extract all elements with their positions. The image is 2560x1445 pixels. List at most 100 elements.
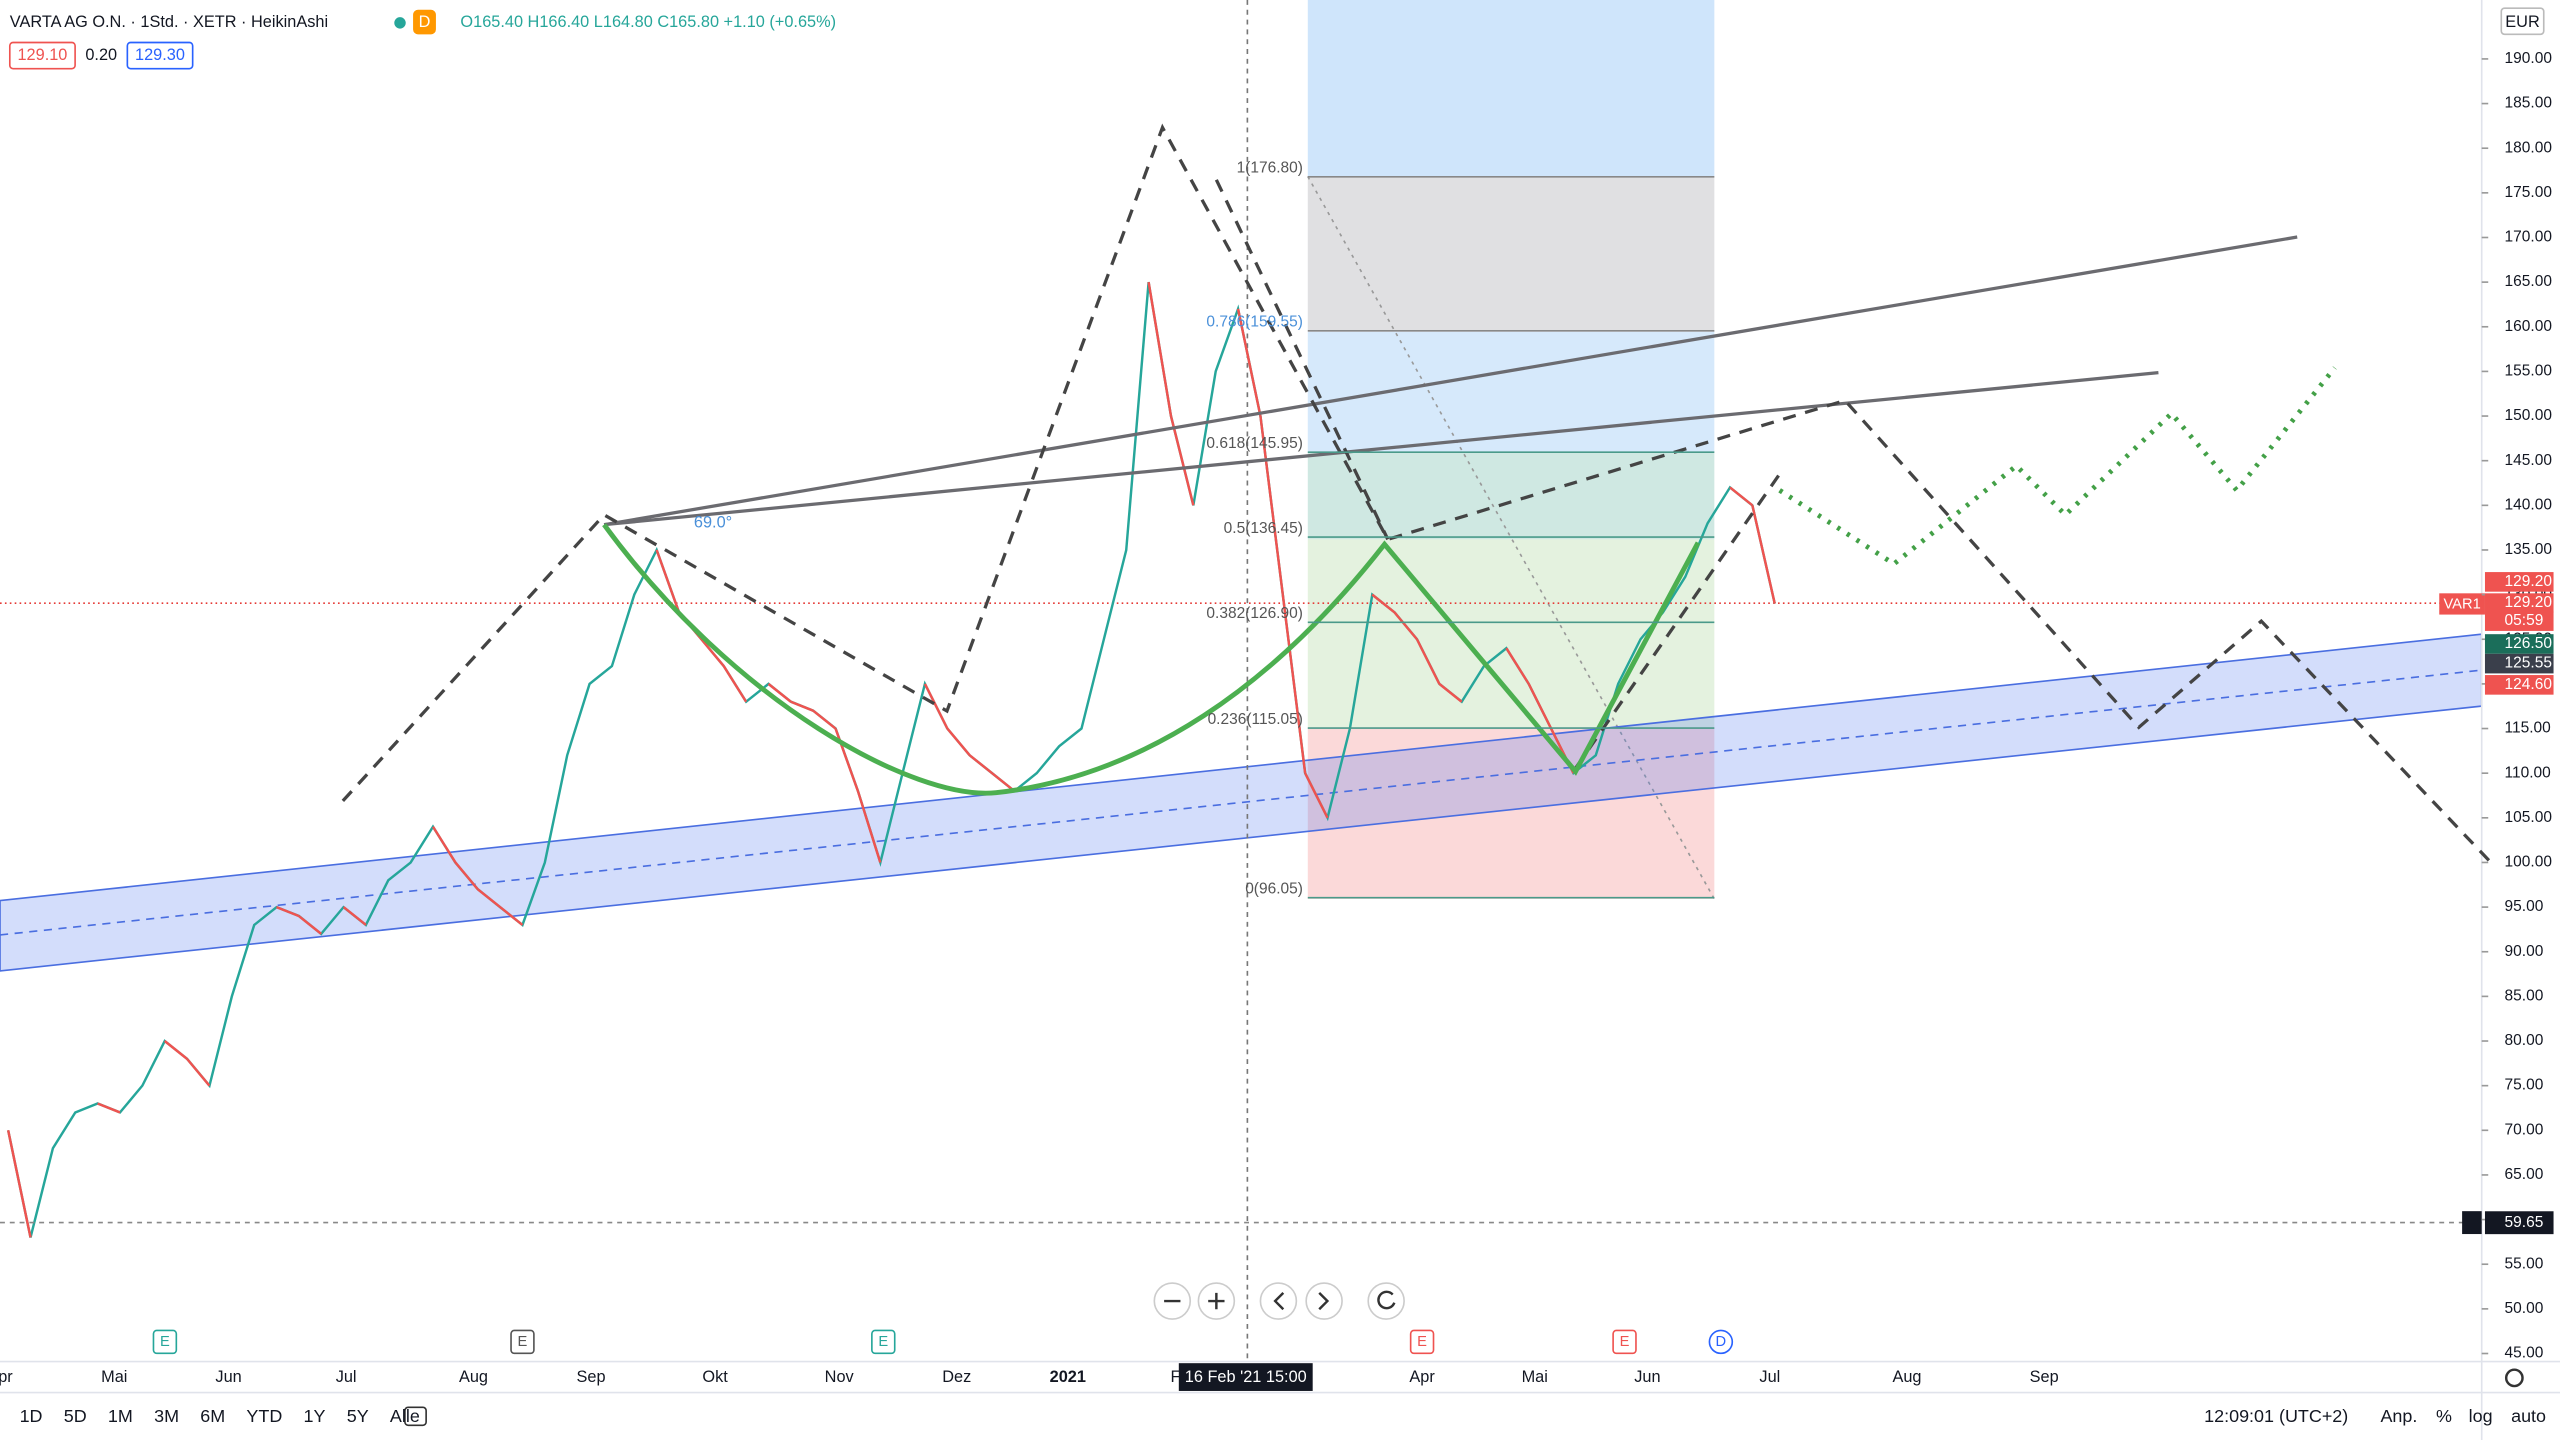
- down-segment: [431, 826, 457, 864]
- crosshair-price-box: [2484, 1211, 2554, 1235]
- bid-box[interactable]: [8, 41, 76, 70]
- event-badge[interactable]: [871, 1329, 896, 1355]
- y-tick-label: 55.00: [2505, 1255, 2544, 1272]
- marker-box: [2439, 593, 2485, 615]
- settings-icon[interactable]: [2504, 1368, 2524, 1388]
- down-segment: [991, 772, 1016, 792]
- ohlc: O165.40 H166.40 L164.80 C165.80 +1.10 (+…: [460, 13, 836, 31]
- ask: 129.30: [135, 46, 185, 64]
- crosshair-price: 59.65: [2505, 1214, 2544, 1231]
- range-button[interactable]: Alle: [390, 1406, 420, 1426]
- down-segment: [790, 700, 814, 712]
- reset[interactable]: [1367, 1282, 1405, 1320]
- zone: [1307, 452, 1715, 540]
- y-tick-label: 110.00: [2505, 764, 2552, 781]
- ask-box[interactable]: [126, 41, 194, 70]
- x-tick-label: Jun: [215, 1368, 241, 1386]
- down-segment: [923, 683, 949, 730]
- down-segment: [1751, 505, 1776, 604]
- scroll-left[interactable]: [1259, 1282, 1298, 1320]
- cup-handle: [602, 523, 1701, 796]
- range-button[interactable]: 1M: [108, 1406, 133, 1426]
- event-label: E: [1620, 1334, 1630, 1350]
- down-segment: [767, 682, 792, 703]
- down-segment: [1415, 638, 1441, 685]
- scale-option[interactable]: %: [2436, 1406, 2452, 1426]
- down-segment: [946, 727, 971, 757]
- y-tick-label: 85.00: [2505, 987, 2544, 1004]
- y-tick-label: 45.00: [2505, 1345, 2544, 1362]
- event-badge[interactable]: [1612, 1329, 1637, 1355]
- zone: [1307, 0, 1715, 177]
- x-tick-label: F: [1171, 1368, 1181, 1386]
- down-segment: [298, 915, 322, 935]
- scroll-right[interactable]: [1305, 1282, 1343, 1320]
- y-tick-label: 65.00: [2505, 1166, 2544, 1183]
- down-segment: [1438, 682, 1463, 703]
- x-tick-label: Aug: [1892, 1368, 1921, 1386]
- down-segment: [499, 906, 524, 926]
- scale-option[interactable]: log: [2469, 1406, 2493, 1426]
- down-segment: [655, 549, 681, 613]
- down-segment: [97, 1102, 121, 1114]
- event-badge[interactable]: [1409, 1329, 1435, 1355]
- range-button[interactable]: 6M: [200, 1406, 225, 1426]
- down-segment: [276, 905, 300, 918]
- x-tick-label: Jul: [1759, 1368, 1780, 1386]
- y-tick-label: 100.00: [2505, 854, 2553, 871]
- channel-mid: [0, 669, 2482, 936]
- down-segment: [1236, 308, 1262, 417]
- event-badge[interactable]: [510, 1329, 535, 1355]
- event-badge[interactable]: [1708, 1329, 1734, 1355]
- zone: [1307, 176, 1715, 332]
- down-segment: [6, 1130, 32, 1238]
- x-tick-label: 2021: [1050, 1368, 1086, 1386]
- crosshair-time-box: [1178, 1363, 1313, 1391]
- nav-icons: [1164, 1290, 1396, 1311]
- event-label: E: [878, 1334, 888, 1350]
- down-segment: [856, 790, 882, 863]
- down-segment: [1729, 486, 1754, 507]
- price-label-box: [2484, 611, 2554, 631]
- event-label: D: [1716, 1334, 1727, 1350]
- price-label: 126.50: [2505, 635, 2553, 652]
- projection: [341, 123, 2492, 863]
- clock: 12:09:01 (UTC+2): [2204, 1406, 2348, 1426]
- y-tick-label: 95.00: [2505, 898, 2544, 915]
- range-button[interactable]: 5D: [64, 1406, 87, 1426]
- marker: VAR1: [2443, 597, 2480, 613]
- down-segment: [722, 665, 748, 703]
- angle-label: 69.0°: [694, 513, 732, 531]
- range-button[interactable]: 5Y: [347, 1406, 369, 1426]
- down-segment: [342, 906, 367, 926]
- y-tick-label: 70.00: [2505, 1121, 2544, 1138]
- y-tick-label: 80.00: [2505, 1032, 2544, 1049]
- x-tick-label: Sep: [577, 1368, 606, 1386]
- crosshair-icon[interactable]: [2462, 1211, 2482, 1235]
- x-tick-label: Mai: [101, 1368, 127, 1386]
- range-button[interactable]: 3M: [154, 1406, 179, 1426]
- down-segment: [163, 1040, 188, 1060]
- x-tick-label: Jun: [1634, 1368, 1660, 1386]
- range-button[interactable]: 1D: [20, 1406, 43, 1426]
- scale-option[interactable]: Anp.: [2380, 1406, 2417, 1426]
- down-segment: [1169, 415, 1195, 506]
- range-button[interactable]: 1Y: [304, 1406, 326, 1426]
- event-badge[interactable]: [152, 1329, 178, 1355]
- down-segment: [186, 1058, 211, 1087]
- date-range-icon[interactable]: [404, 1406, 427, 1427]
- range-button[interactable]: YTD: [246, 1406, 282, 1426]
- currency-box[interactable]: [2500, 7, 2545, 36]
- scale-option[interactable]: auto: [2511, 1406, 2546, 1426]
- y-tick-label: 115.00: [2505, 720, 2552, 737]
- y-tick-label: 155.00: [2505, 362, 2553, 379]
- y-tick-label: 165.00: [2505, 273, 2553, 290]
- down-segment: [454, 861, 479, 891]
- x-tick-label: Okt: [702, 1368, 728, 1386]
- down-segment: [1147, 281, 1173, 417]
- badge-text: D: [419, 13, 431, 31]
